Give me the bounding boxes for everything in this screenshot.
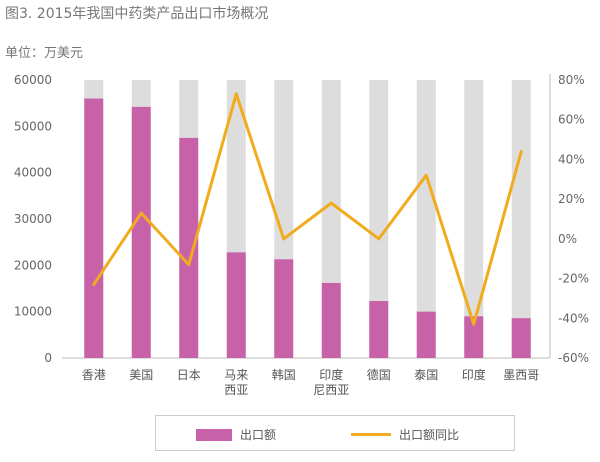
- background-bar: [369, 80, 389, 358]
- right-axis-tick-label: -20%: [558, 272, 589, 286]
- export-value-bar: [511, 318, 531, 358]
- yoy-growth-point: [472, 322, 476, 326]
- chart-title: 图3. 2015年我国中药类产品出口市场概况: [5, 6, 269, 22]
- yoy-growth-point: [139, 211, 143, 215]
- export-value-bar: [131, 106, 151, 358]
- category-label: 墨西哥: [503, 368, 539, 382]
- category-label: 香港: [82, 368, 106, 382]
- export-value-bar: [369, 301, 389, 358]
- left-axis-tick-label: 50000: [14, 119, 52, 133]
- left-axis-tick-label: 0: [44, 351, 52, 365]
- legend-label-bar: 出口额: [240, 428, 277, 442]
- yoy-growth-point: [377, 237, 381, 241]
- category-label: 泰国: [414, 368, 438, 382]
- right-axis-tick-label: 0%: [558, 232, 577, 246]
- left-axis-tick-label: 10000: [14, 305, 52, 319]
- category-label: 韩国: [272, 367, 296, 382]
- legend-label-line: 出口额同比: [399, 428, 460, 442]
- category-label: 尼西亚: [313, 383, 349, 397]
- right-axis-tick-label: 40%: [558, 152, 585, 166]
- legend-swatch-line: [351, 433, 391, 436]
- yoy-growth-point: [234, 92, 238, 96]
- yoy-growth-point: [424, 173, 428, 177]
- legend-item-line: 出口额同比: [351, 426, 459, 443]
- export-value-bar: [226, 252, 246, 358]
- yoy-growth-point: [187, 263, 191, 267]
- legend-item-bar: 出口额: [196, 426, 276, 443]
- category-label: 日本: [177, 368, 201, 382]
- background-bar: [416, 80, 436, 358]
- export-value-bar: [416, 311, 436, 358]
- right-axis-tick-label: -40%: [558, 311, 589, 325]
- legend: 出口额 出口额同比: [155, 415, 515, 451]
- yoy-growth-point: [282, 237, 286, 241]
- yoy-growth-point: [519, 149, 523, 153]
- export-value-bar: [464, 316, 484, 358]
- export-market-chart: 0 10000 20000 30000 40000 50000 60000 -60% -40% -…: [14, 73, 589, 397]
- yoy-growth-point: [92, 283, 96, 287]
- right-axis-tick-label: -60%: [558, 351, 589, 365]
- background-bar: [464, 80, 484, 358]
- left-axis-tick-label: 30000: [14, 212, 52, 226]
- category-label: 德国: [367, 367, 391, 382]
- right-axis-tick-label: 80%: [558, 73, 585, 87]
- category-label: 美国: [129, 368, 153, 382]
- left-axis-tick-label: 60000: [14, 73, 52, 87]
- legend-swatch-bar: [196, 428, 232, 441]
- yoy-growth-line: [92, 92, 523, 326]
- yoy-growth-point: [329, 201, 333, 205]
- export-value-bar: [321, 282, 341, 358]
- category-label: 印度: [319, 367, 343, 382]
- category-label: 印度: [462, 367, 486, 382]
- left-axis-tick-label: 20000: [14, 258, 52, 272]
- right-axis-tick-label: 60%: [558, 113, 585, 127]
- export-value-bar: [274, 259, 294, 358]
- background-bar: [511, 80, 531, 358]
- unit-label: 单位：万美元: [5, 46, 84, 61]
- left-axis-tick-label: 40000: [14, 166, 52, 180]
- export-value-bar: [84, 98, 104, 359]
- category-label: 马来: [224, 368, 248, 382]
- category-label: 西亚: [224, 383, 248, 397]
- right-axis-tick-label: 20%: [558, 192, 585, 206]
- export-value-bar: [179, 137, 199, 358]
